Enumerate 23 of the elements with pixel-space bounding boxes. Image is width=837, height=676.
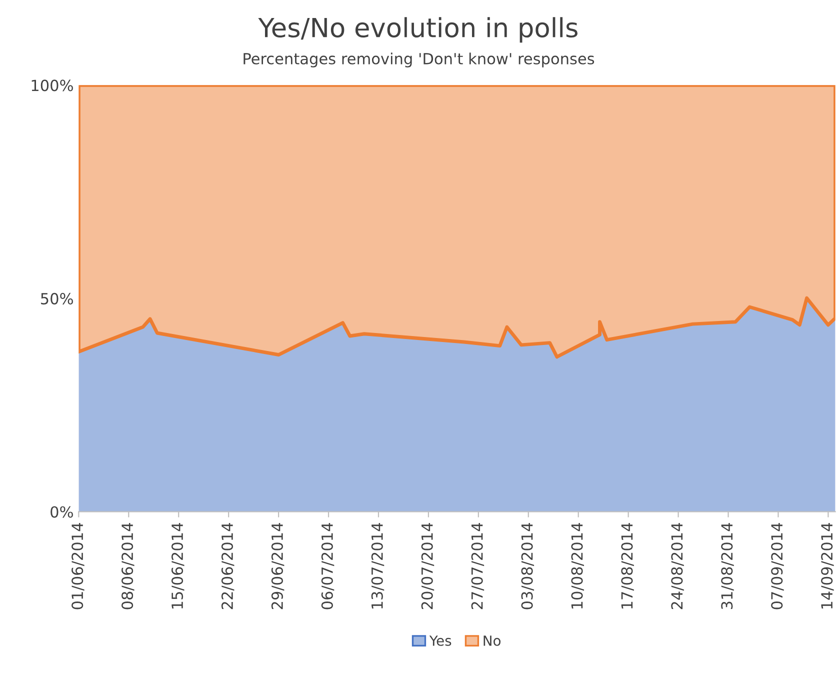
chart-title: Yes/No evolution in polls xyxy=(258,17,578,43)
x-tick-label: 17/08/2014 xyxy=(621,523,634,609)
x-tick-label: 27/07/2014 xyxy=(471,523,484,610)
x-tick-label: 13/07/2014 xyxy=(371,523,384,609)
x-tick-label: 24/08/2014 xyxy=(671,523,684,610)
x-tick-label: 08/06/2014 xyxy=(122,523,134,610)
x-tick-label: 14/09/2014 xyxy=(821,523,834,609)
x-tick-label: 07/09/2014 xyxy=(771,523,784,610)
x-tick-label: 10/08/2014 xyxy=(571,523,584,609)
x-tick-label: 01/06/2014 xyxy=(72,523,84,610)
x-tick-label: 29/06/2014 xyxy=(271,523,284,610)
x-tick-label: 06/07/2014 xyxy=(321,523,334,610)
y-tick-label: 50% xyxy=(41,292,73,304)
x-tick-label: 31/08/2014 xyxy=(721,523,734,610)
chart-subtitle: Percentages removing 'Don't know' responses xyxy=(244,52,594,68)
x-tick-label: 20/07/2014 xyxy=(421,523,434,610)
x-tick-label: 03/08/2014 xyxy=(521,523,534,610)
x-tick-label: 22/06/2014 xyxy=(221,523,234,610)
y-tick-label: 100% xyxy=(32,80,73,92)
legend-label: Yes xyxy=(429,636,452,646)
x-tick-label: 15/06/2014 xyxy=(171,523,184,609)
y-tick-label: 0% xyxy=(50,506,73,518)
legend-label: No xyxy=(484,636,501,646)
